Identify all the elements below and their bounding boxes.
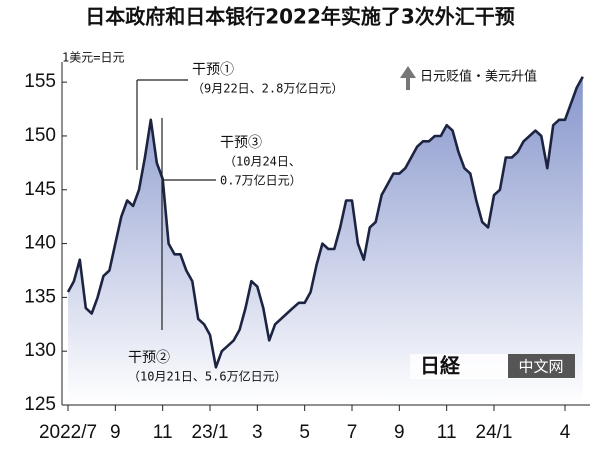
y-tick-label: 135 <box>24 286 56 307</box>
arrow-icon <box>400 66 416 90</box>
annotation: 0.7万亿日元） <box>220 173 302 188</box>
watermark-box <box>508 354 575 378</box>
y-tick-label: 145 <box>24 179 56 200</box>
plot-area: 125 130 135 140 145 150 155 2022/7 9 11 23/1 3 5 7 9 11… <box>24 62 590 443</box>
y-tick-label: 125 <box>24 394 56 415</box>
x-tick-label: 24/1 <box>476 422 513 443</box>
y-tick-label: 150 <box>24 125 56 146</box>
x-tick-label: 4 <box>560 422 571 443</box>
chart-title: 日本政府和日本银行2022年实施了3次外汇干预 <box>85 5 515 29</box>
area <box>68 76 583 406</box>
legend-note: 日元贬值・美元升值 <box>420 69 537 85</box>
annotation: 干预② <box>128 350 170 366</box>
x-tick-label: 11 <box>437 422 457 443</box>
y-tick-label: 130 <box>24 340 56 361</box>
x-tick-label: 3 <box>252 422 263 443</box>
price-line <box>66 76 584 369</box>
y-tick-label: 140 <box>24 233 56 254</box>
x-tick-label: 2022/7 <box>39 422 97 443</box>
watermark-text: 中文网 <box>518 358 563 376</box>
x-tick-label: 11 <box>153 422 173 443</box>
x-tick-label: 9 <box>394 422 405 443</box>
x-tick-label: 5 <box>299 422 310 443</box>
x-tick-label: 7 <box>347 422 358 443</box>
annotation: 干预① <box>192 62 234 78</box>
x-tick-label: 9 <box>110 422 121 443</box>
annotation: （10月21日、5.6万亿日元） <box>128 369 287 384</box>
watermark-logo: 日経 <box>420 354 461 378</box>
y-tick-label: 155 <box>24 71 56 92</box>
annotation: （9月22日、2.8万亿日元） <box>192 81 343 96</box>
annotation: （10月24日、 <box>224 155 301 169</box>
annotation: 干预③ <box>220 135 262 151</box>
unit-note: 1美元=日元 <box>62 51 124 65</box>
x-tick-label: 23/1 <box>192 422 229 443</box>
